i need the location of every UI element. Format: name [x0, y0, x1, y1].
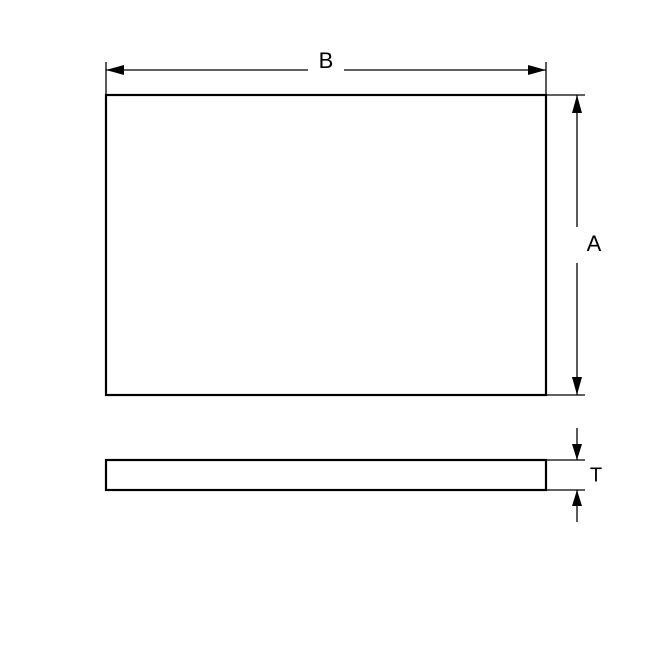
dimension-arrowhead [572, 444, 582, 460]
dimension-arrowhead [572, 95, 582, 113]
dim-t-label: T [590, 464, 602, 486]
plate-side-view [106, 460, 546, 490]
dimension-arrowhead [106, 65, 124, 75]
dim-b-label: B [319, 48, 334, 73]
plate-top-view [106, 95, 546, 395]
dimension-arrowhead [528, 65, 546, 75]
dimension-arrowhead [572, 490, 582, 506]
dimension-arrowhead [572, 377, 582, 395]
dim-a-label: A [587, 231, 602, 256]
technical-drawing: B A T [0, 0, 670, 670]
